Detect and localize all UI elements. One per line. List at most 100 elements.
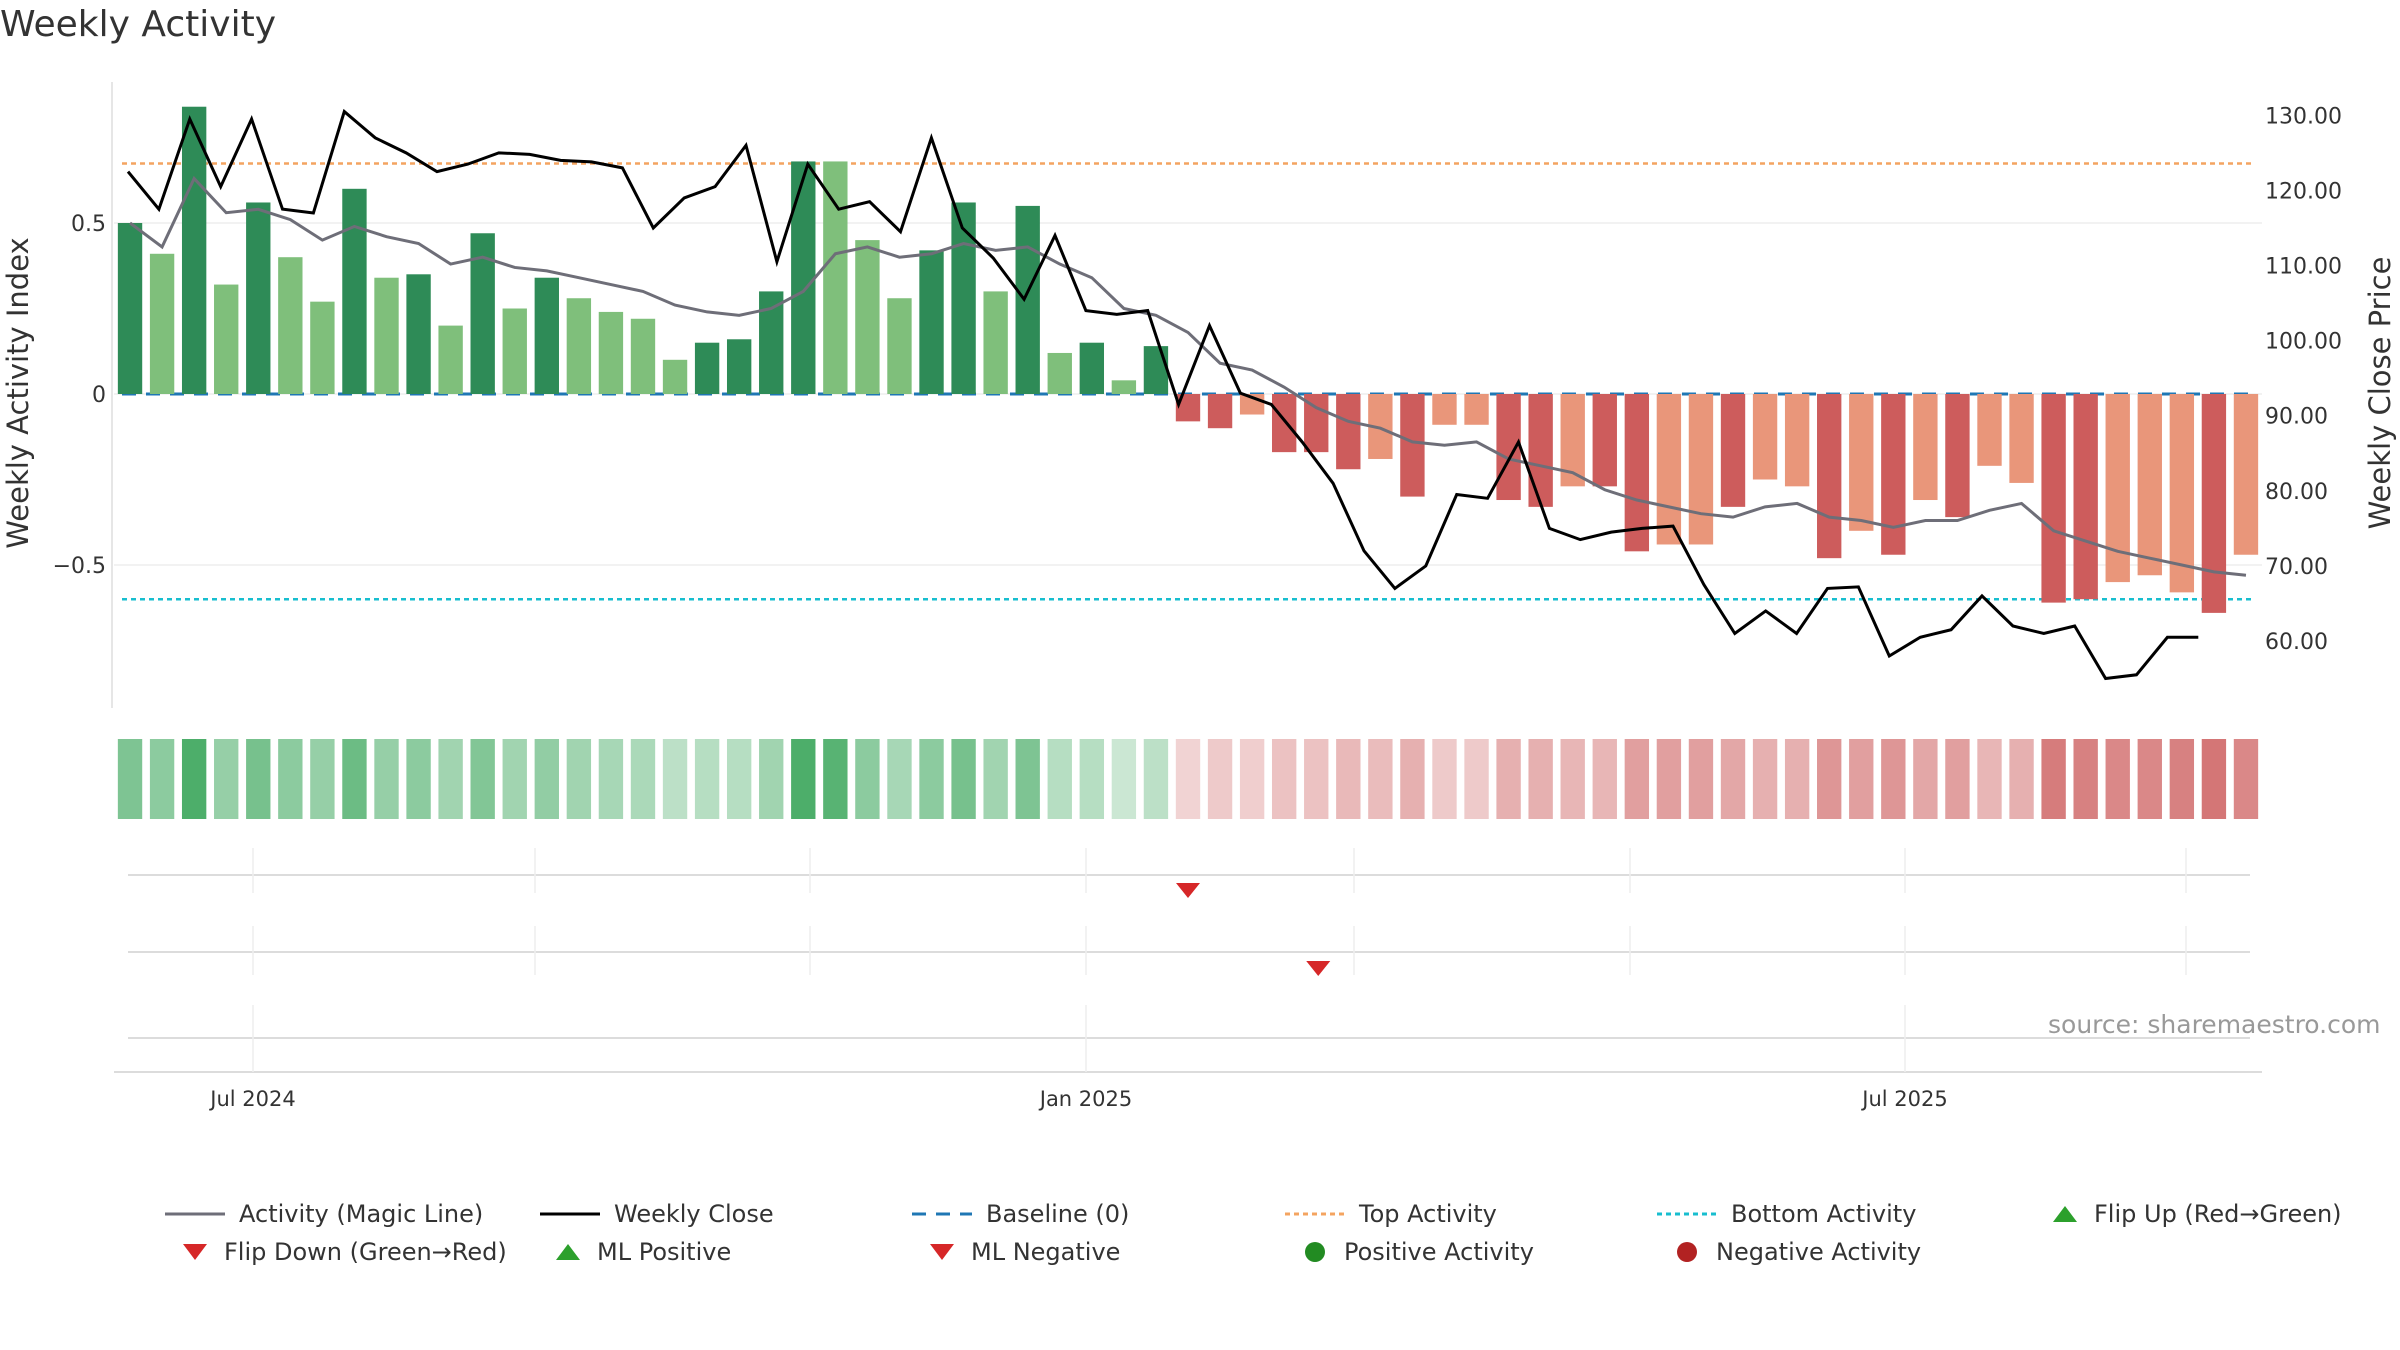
activity-bar <box>2009 394 2034 483</box>
heat-strip-cell <box>1688 739 1714 819</box>
activity-bar <box>630 318 656 394</box>
heat-strip-cell <box>951 739 976 819</box>
activity-bar <box>951 202 976 394</box>
activity-bar <box>1656 394 1682 545</box>
heat-strip-cell <box>1977 739 2002 819</box>
heat-strip-cell <box>1881 739 1906 819</box>
activity-bar <box>342 188 367 394</box>
activity-bar <box>1400 394 1425 497</box>
activity-bar <box>823 161 848 394</box>
y2-tick-label: 130.00 <box>2265 104 2342 129</box>
activity-bar <box>759 291 784 394</box>
heat-strip-cell <box>374 739 399 819</box>
heat-strip-cell <box>149 739 175 819</box>
activity-bar <box>662 359 688 394</box>
activity-bar <box>2201 394 2227 613</box>
activity-bar <box>1336 394 1361 470</box>
activity-bar <box>1913 394 1938 501</box>
ml-negative-marker <box>1306 961 1331 976</box>
heat-strip-cell <box>1432 739 1457 819</box>
activity-bar <box>1528 394 1553 507</box>
legend-item-top-activity: Top Activity <box>1285 1200 1497 1228</box>
activity-bar <box>726 339 752 394</box>
top-activity-swatch-icon <box>1285 1212 1345 1216</box>
heat-strip-cell <box>1849 739 1874 819</box>
heat-strip-cell <box>246 739 271 819</box>
activity-bar <box>1624 394 1650 552</box>
negative-dot-icon <box>1677 1242 1697 1262</box>
activity-bar <box>534 277 559 394</box>
heat-strip-cell <box>598 739 624 819</box>
activity-bar <box>1817 394 1842 559</box>
heat-strip-cell <box>1304 739 1329 819</box>
legend-label: Activity (Magic Line) <box>239 1200 484 1228</box>
activity-bar <box>181 106 207 394</box>
activity-bar <box>2169 394 2195 593</box>
heat-strip-cell <box>310 739 335 819</box>
heat-strip-cell <box>983 739 1008 819</box>
legend-label: Flip Up (Red→Green) <box>2094 1200 2342 1228</box>
y2-tick-label: 120.00 <box>2265 179 2342 204</box>
close-line-swatch-icon <box>540 1212 600 1216</box>
heat-strip-cell <box>278 739 303 819</box>
heat-strip-cell <box>726 739 752 819</box>
activity-bar <box>1111 380 1137 394</box>
heat-strip-cell <box>1752 739 1778 819</box>
activity-bar <box>310 301 335 394</box>
heat-strip-cell <box>1015 739 1040 819</box>
activity-bar <box>1464 394 1489 425</box>
activity-bar <box>374 277 399 394</box>
heat-strip-cell <box>2009 739 2034 819</box>
legend-item-magic-line: Activity (Magic Line) <box>165 1200 483 1228</box>
heat-strip-cell <box>1720 739 1746 819</box>
legend-item-baseline: Baseline (0) <box>912 1200 1129 1228</box>
weekly-close-line <box>126 108 2199 681</box>
activity-bar <box>2041 394 2066 603</box>
activity-bar <box>855 240 880 394</box>
activity-bar <box>1720 394 1746 507</box>
heat-strip-cell <box>1913 739 1938 819</box>
heat-strip-cell <box>662 739 688 819</box>
heat-strip-cell <box>1368 739 1393 819</box>
heat-strip-cell <box>1079 739 1105 819</box>
x-tick-label: Jan 2025 <box>1038 1087 1133 1111</box>
x-tick-label: Jul 2025 <box>1860 1087 1947 1111</box>
heat-strip-cell <box>181 739 207 819</box>
activity-bar <box>694 342 720 394</box>
activity-bar <box>1143 346 1169 394</box>
y2-tick-label: 110.00 <box>2265 255 2342 280</box>
activity-bar <box>246 202 271 394</box>
legend: Activity (Magic Line) Weekly Close Basel… <box>160 1200 2380 1280</box>
baseline-swatch-icon <box>912 1212 972 1216</box>
activity-bar <box>149 253 175 394</box>
legend-item-positive-activity: Positive Activity <box>1300 1238 1534 1266</box>
heat-strip-cell <box>214 739 239 819</box>
heat-strip-cell <box>1945 739 1970 819</box>
heat-strip-cell <box>1207 739 1233 819</box>
activity-bar <box>214 284 239 394</box>
heat-strip-cell <box>2169 739 2195 819</box>
heat-strip-cell <box>791 739 816 819</box>
heat-strip-cell <box>1271 739 1297 819</box>
heat-strip-cell <box>470 739 495 819</box>
activity-bar <box>1432 394 1457 425</box>
activity-bar <box>887 298 912 394</box>
activity-bar <box>1945 394 1970 518</box>
heat-strip-cell <box>1624 739 1650 819</box>
activity-heat-strip <box>117 739 2259 819</box>
activity-bar <box>1688 394 1714 545</box>
legend-label: ML Positive <box>597 1238 732 1266</box>
x-tick-label: Jul 2024 <box>208 1087 295 1111</box>
heat-strip-cell <box>630 739 656 819</box>
heat-strip-cell <box>1784 739 1810 819</box>
heat-strip-cell <box>1496 739 1521 819</box>
activity-bar <box>502 308 527 394</box>
flip-up-triangle-icon <box>2053 1206 2077 1222</box>
heat-strip-cell <box>2073 739 2098 819</box>
activity-bar <box>1881 394 1906 555</box>
y-tick-label: 0 <box>92 383 106 408</box>
heat-strip-cell <box>759 739 784 819</box>
heat-strip-cell <box>2233 739 2259 819</box>
y2-tick-label: 90.00 <box>2265 405 2328 430</box>
activity-bar <box>983 291 1008 394</box>
